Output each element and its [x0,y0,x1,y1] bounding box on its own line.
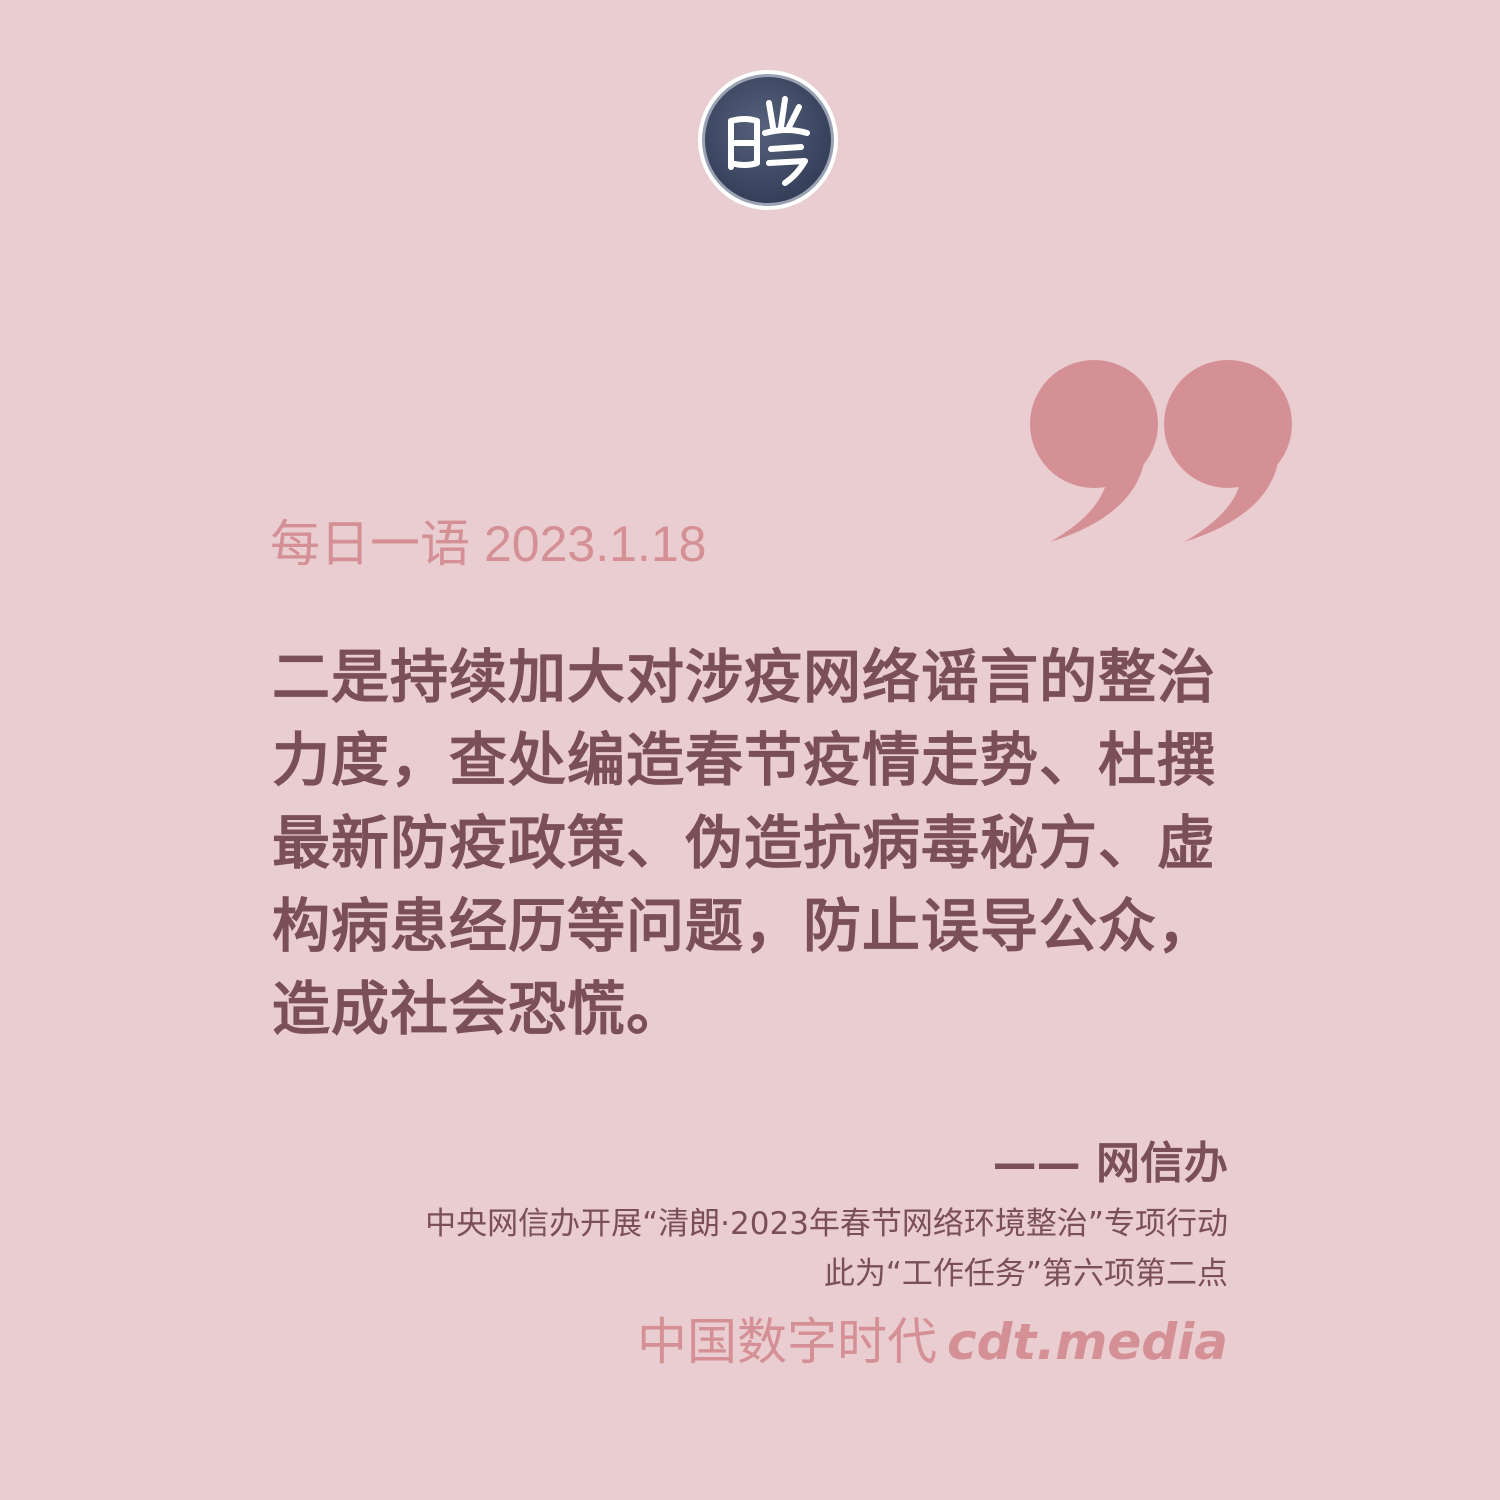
quote-attribution: —— 网信办 [992,1138,1228,1189]
quote-line: 造成社会恐慌。 [272,975,686,1043]
brand-name: 中国数字时代 [636,1313,937,1371]
date-heading: 每日一语 2023.1.18 [270,512,706,576]
source-note-line-2: 此为“工作任务”第六项第二点 [823,1256,1228,1292]
source-note-line-1: 中央网信办开展“清朗·2023年春节网络环境整治”专项行动 [425,1206,1228,1242]
quote-line: 最新防疫政策、伪造抗病毒秘方、虚 [272,809,1217,877]
brand-footer: 中国数字时代 cdt.media [637,1308,1228,1376]
daily-quote-label: 每日一语 [270,516,470,572]
cdt-seal-logo-icon [697,69,839,211]
quote-line: 构病患经历等问题，防止误导公众， [272,892,1217,960]
quote-line: 力度，查处编造春节疫情走势、杜撰 [272,726,1217,794]
quote-line: 二是持续加大对涉疫网络谣言的整治 [272,643,1217,711]
closing-quote-icon [1028,352,1294,548]
quote-date: 2023.1.18 [484,516,707,572]
quote-body: 二是持续加大对涉疫网络谣言的整治 力度，查处编造春节疫情走势、杜撰 最新防疫政策… [272,636,1232,1051]
brand-url: cdt.media [946,1313,1228,1371]
